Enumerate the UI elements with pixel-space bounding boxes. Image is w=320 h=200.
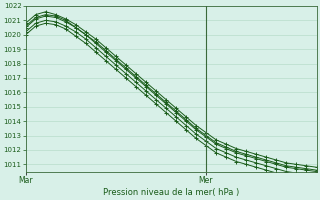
X-axis label: Pression niveau de la mer( hPa ): Pression niveau de la mer( hPa )	[103, 188, 239, 197]
